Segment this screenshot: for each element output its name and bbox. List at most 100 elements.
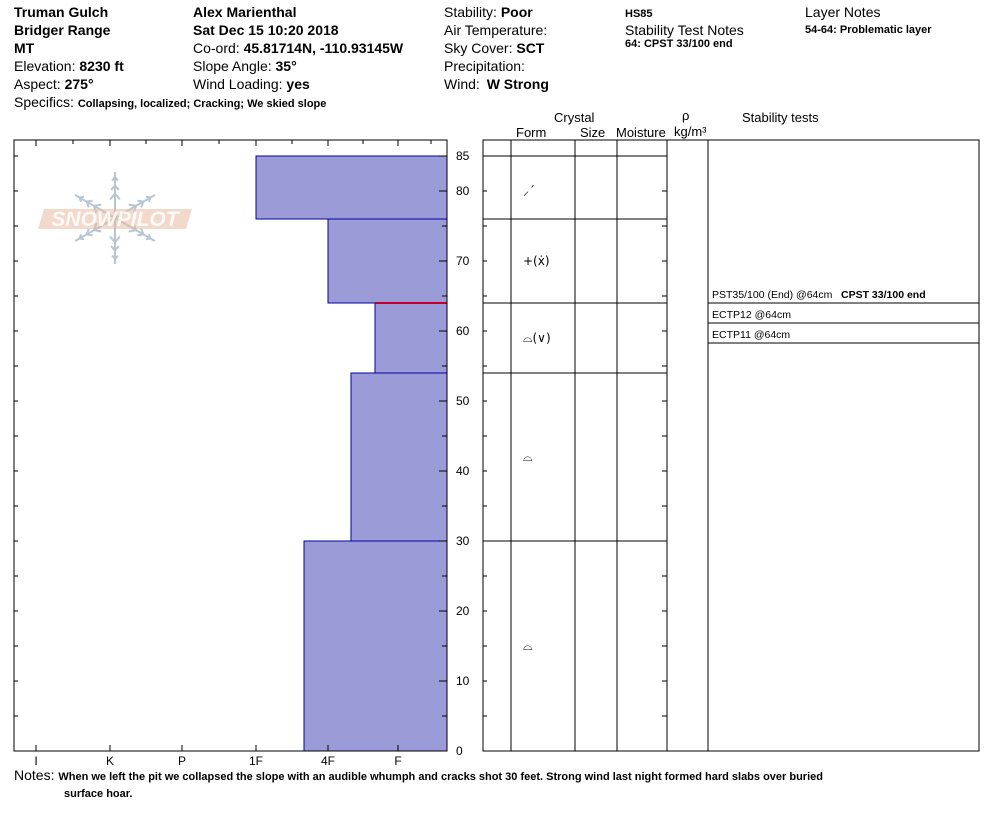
layer-notes-value: 54-64: Problematic layer (805, 24, 932, 36)
hardness-layer-1 (303, 540, 448, 752)
depth-tick-label: 60 (456, 324, 470, 338)
hardness-tick-label: 4F (321, 754, 335, 768)
slope-angle: Slope Angle: 35° (193, 58, 297, 74)
plot-border (13, 139, 448, 752)
hardness-tick-label: K (106, 754, 114, 768)
grain-form-symbol: ⌓ (523, 639, 533, 653)
aspect: Aspect: 275° (14, 76, 94, 92)
stability-label: Stability: (444, 4, 497, 20)
stability: Stability: Poor (444, 4, 533, 20)
location-name: Truman Gulch (14, 4, 109, 20)
notes: Notes: When we left the pit we collapsed… (14, 767, 823, 784)
specifics: Specifics: Collapsing, localized; Cracki… (14, 94, 326, 111)
snowflake-branch (147, 233, 152, 239)
stability-tests-header: Stability tests (742, 110, 819, 125)
depth-tick-label: 10 (456, 674, 470, 688)
grain-form-symbol: ⌓ (523, 450, 533, 464)
depth-tick-label: 80 (456, 184, 470, 198)
logo-text: SNOWPILOT (51, 208, 180, 231)
snow-height: HS85 (625, 8, 653, 20)
table-border (482, 139, 980, 752)
sky-label: Sky Cover: (444, 40, 513, 56)
depth-tick-label: 85 (456, 149, 470, 163)
elevation-label: Elevation: (14, 58, 76, 74)
slope-label: Slope Angle: (193, 58, 272, 74)
depth-tick-label: 30 (456, 534, 470, 548)
snowflake-branch (79, 237, 85, 241)
precipitation-label: Precipitation: (444, 58, 525, 74)
hardness-profile (255, 155, 448, 752)
snowflake-branch (110, 184, 116, 191)
depth-tick-label: 20 (456, 604, 470, 618)
stability-test-text: ECTP11 @64cm (712, 329, 790, 341)
snowflake-branch (111, 176, 116, 182)
snowflake-branch (145, 195, 151, 199)
grain-form-symbols: ⌓ ⌓ ⌓(∨) +(ẋ) ⸝ˊ (523, 184, 551, 653)
snowflake-branch (78, 197, 83, 203)
wind-value: W Strong (486, 76, 549, 92)
snowflake-branch (114, 235, 121, 244)
snowflake-branch (128, 229, 137, 233)
hardness-layer-2 (350, 372, 448, 542)
sky-value: SCT (516, 40, 545, 56)
density-unit-header: kg/m³ (674, 124, 707, 139)
snowflake-branch (93, 203, 102, 207)
stability-test-text: ECTP12 @64cm (712, 309, 791, 321)
notes-line-1: When we left the pit we collapsed the sl… (58, 771, 823, 783)
stability-value: Poor (500, 4, 533, 20)
depth-tick-label: 70 (456, 254, 470, 268)
coordinates: Co-ord: 45.81714N, -110.93145W (193, 40, 403, 56)
stability-notes-value: 64: CPST 33/100 end (625, 38, 733, 50)
aspect-value: 275° (64, 76, 94, 92)
logo-banner (38, 209, 192, 229)
grain-form-symbol: ⌓(∨) (523, 331, 551, 345)
hardness-tick-label: 1F (249, 754, 263, 768)
hardness-layer-4 (327, 218, 448, 304)
snowflake-branch (93, 229, 102, 233)
depth-tick-label: 50 (456, 394, 470, 408)
wind-label: Wind: (444, 76, 480, 92)
snowflake-branch (114, 254, 119, 260)
snowflake-branch (128, 203, 137, 207)
air-temperature-label: Air Temperature: (444, 22, 548, 38)
hardness-layer-5 (255, 155, 448, 220)
elevation: Elevation: 8230 ft (14, 58, 124, 74)
snowpilot-logo: SNOWPILOT (38, 172, 192, 264)
range-name: Bridger Range (14, 22, 111, 38)
depth-tick-label: 40 (456, 464, 470, 478)
snowflake-branch (114, 192, 121, 201)
depth-tick-label: 0 (456, 744, 463, 758)
snowflake-branch (114, 245, 120, 252)
grain-form-symbol: ⸝ˊ (523, 184, 535, 198)
hardness-axis: I K P 1F 4F F (34, 140, 432, 768)
rho-header: ρ (682, 108, 690, 123)
elevation-value: 8230 ft (79, 58, 124, 74)
wind: Wind: W Strong (444, 76, 549, 92)
layer-table (482, 139, 980, 752)
stability-notes-title: Stability Test Notes (625, 22, 744, 38)
notes-label: Notes: (14, 767, 55, 783)
snowflake-branch (109, 192, 116, 201)
observation-datetime: Sat Dec 15 10:20 2018 (193, 22, 339, 38)
coord-label: Co-ord: (193, 40, 240, 56)
specifics-label: Specifics: (14, 94, 74, 110)
notes-line-2: surface hoar. (64, 788, 133, 800)
stability-test-note: CPST 33/100 end (841, 289, 926, 301)
snowflake-branch (86, 233, 93, 237)
snowflake-branch (140, 228, 145, 235)
specifics-value: Collapsing, localized; Cracking; We skie… (77, 98, 327, 110)
observer-name: Alex Marienthal (193, 4, 297, 20)
hardness-tick-label: F (394, 754, 401, 768)
aspect-label: Aspect: (14, 76, 61, 92)
stability-test-list: PST35/100 (End) @64cm CPST 33/100 end ECTP… (708, 289, 979, 344)
snowflake-branch (137, 199, 144, 203)
wind-loading-value: yes (286, 76, 310, 92)
hardness-layer-3 (374, 302, 448, 374)
hardness-tick-label: P (178, 754, 186, 768)
layer-notes-title: Layer Notes (805, 4, 881, 20)
slope-value: 35° (275, 58, 297, 74)
depth-axis: 0 10 20 30 40 50 60 70 80 85 (14, 149, 470, 758)
snowflake-branch (85, 201, 90, 208)
coord-value: 45.81714N, -110.93145W (243, 40, 404, 56)
